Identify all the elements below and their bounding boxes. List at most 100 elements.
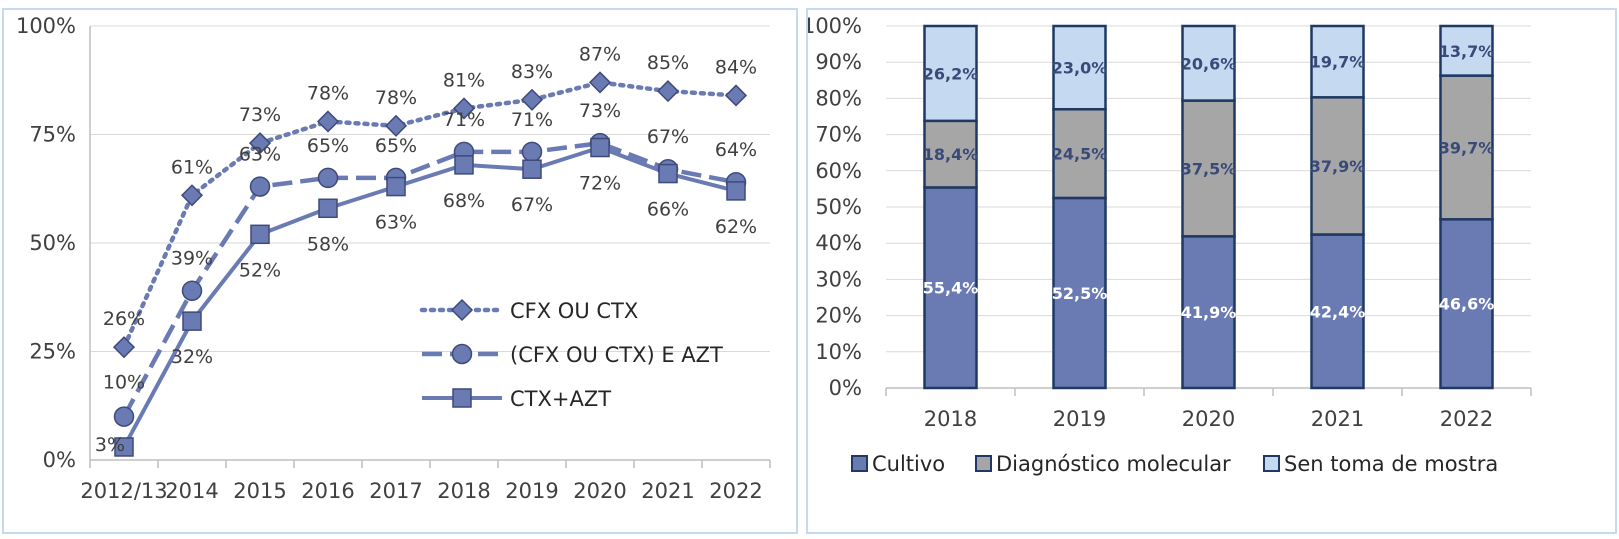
- diamond-marker: [180, 184, 204, 207]
- data-label: 67%: [511, 194, 553, 216]
- y-tick-label: 90%: [815, 50, 862, 74]
- bar-segment: [1181, 24, 1236, 102]
- y-tick-label: 40%: [815, 231, 862, 255]
- bar-data-label: 24,5%: [1052, 145, 1108, 164]
- bar-data-label: 13,7%: [1439, 42, 1495, 61]
- x-tick-label: 2019: [505, 479, 558, 503]
- bar-segment: [923, 119, 978, 189]
- bar-segment: [1310, 96, 1365, 236]
- legend-label: CFX OU CTX: [510, 299, 638, 323]
- legend-swatch: [975, 455, 992, 472]
- bar-segment: [1181, 99, 1236, 238]
- data-label: 84%: [715, 56, 757, 78]
- y-tick-label: 60%: [815, 159, 862, 183]
- stacked-bar-chart-panel: 0% 10% 20% 30% 40% 50% 60% 70% 80% 90% 100% 2018 201…: [806, 8, 1617, 534]
- data-label: 78%: [307, 82, 349, 104]
- data-label: 64%: [715, 139, 757, 161]
- legend-label: Cultivo: [872, 452, 945, 476]
- bar-data-label: 37,5%: [1181, 159, 1237, 178]
- diamond-marker: [316, 110, 340, 133]
- bar-segment: [1052, 108, 1107, 200]
- data-label: 63%: [239, 144, 281, 166]
- bar-data-label: 23,0%: [1052, 59, 1108, 78]
- square-marker: [590, 137, 610, 158]
- bar-data-label: 39,7%: [1439, 138, 1495, 157]
- series-line-diamond: [121, 80, 739, 350]
- x-tick-label: 2014: [165, 479, 218, 503]
- data-label: 71%: [443, 109, 485, 131]
- line-chart-panel: 0% 25% 50% 75% 100% 2012/13 2014 2015 2016 2017 20…: [2, 8, 798, 534]
- x-tick-label: 2017: [369, 479, 422, 503]
- bar-data-label: 41,9%: [1181, 303, 1237, 322]
- bar-segment: [1439, 218, 1494, 390]
- x-tick-label: 2015: [233, 479, 286, 503]
- square-marker: [658, 163, 678, 184]
- bar-segment: [1310, 24, 1365, 99]
- x-tick-label: 2016: [301, 479, 354, 503]
- data-label: 81%: [443, 69, 485, 91]
- x-tick-label: 2022: [709, 479, 762, 503]
- x-tick-label: 2018: [437, 479, 490, 503]
- diamond-marker: [112, 336, 136, 359]
- data-label: 61%: [171, 156, 213, 178]
- data-label: 78%: [375, 87, 417, 109]
- legend-label: Diagnóstico molecular: [996, 452, 1231, 476]
- data-label: 67%: [647, 126, 689, 148]
- diamond-marker: [656, 80, 680, 103]
- bar-segment: [1052, 196, 1107, 390]
- square-marker: [452, 388, 472, 408]
- y-tick-label: 50%: [815, 195, 862, 219]
- legend-label: CTX+AZT: [510, 387, 611, 411]
- x-tick-label: 2012/13: [80, 479, 167, 503]
- bar-segment: [1052, 24, 1107, 111]
- legend-label: Sen toma de mostra: [1284, 452, 1498, 476]
- x-tick-label: 2020: [573, 479, 626, 503]
- y-tick-label: 10%: [815, 340, 862, 364]
- y-tick-label: 80%: [815, 86, 862, 110]
- data-label: 26%: [103, 308, 145, 330]
- y-tick-label: 100%: [808, 14, 862, 38]
- y-tick-label: 25%: [29, 340, 76, 364]
- data-label: 32%: [171, 346, 213, 368]
- data-label: 66%: [647, 199, 689, 221]
- circle-marker: [249, 176, 271, 197]
- data-label: 10%: [103, 372, 145, 394]
- square-marker: [386, 176, 406, 197]
- x-tick-label: 2020: [1182, 407, 1235, 431]
- legend-label: (CFX OU CTX) E AZT: [510, 343, 723, 367]
- bar-segment: [1181, 235, 1236, 390]
- y-tick-label: 20%: [815, 304, 862, 328]
- bar-data-label: 26,2%: [923, 64, 979, 83]
- circle-marker: [113, 406, 135, 427]
- bar-segment: [1439, 24, 1494, 77]
- legend-swatch: [851, 455, 868, 472]
- bar-segment: [1310, 233, 1365, 390]
- data-label: 72%: [579, 173, 621, 195]
- x-tick-label: 2021: [1311, 407, 1364, 431]
- y-tick-label: 100%: [16, 14, 76, 38]
- bar-data-label: 19,7%: [1310, 53, 1366, 72]
- data-label: 63%: [375, 212, 417, 234]
- circle-marker: [451, 343, 473, 365]
- data-label: 73%: [579, 100, 621, 122]
- bar-data-label: 46,6%: [1439, 295, 1495, 314]
- data-label: 58%: [307, 233, 349, 255]
- bar-segment: [923, 186, 978, 390]
- legend-swatch: [1263, 455, 1280, 472]
- circle-marker: [521, 141, 543, 163]
- data-label: 83%: [511, 61, 553, 83]
- square-marker: [726, 181, 746, 201]
- bar-data-label: 42,4%: [1310, 302, 1366, 321]
- bar-data-label: 52,5%: [1052, 284, 1108, 303]
- data-label: 39%: [171, 248, 213, 270]
- bar-data-label: 18,4%: [923, 145, 979, 164]
- x-tick-label: 2019: [1053, 407, 1106, 431]
- y-tick-label: 75%: [29, 123, 76, 147]
- bar-data-label: 37,9%: [1310, 157, 1366, 176]
- diamond-marker: [248, 132, 272, 155]
- data-label: 68%: [443, 190, 485, 212]
- bar-segment: [1439, 74, 1494, 221]
- circle-marker: [317, 167, 339, 189]
- series-line-square: [122, 145, 737, 448]
- y-tick-label: 70%: [815, 123, 862, 147]
